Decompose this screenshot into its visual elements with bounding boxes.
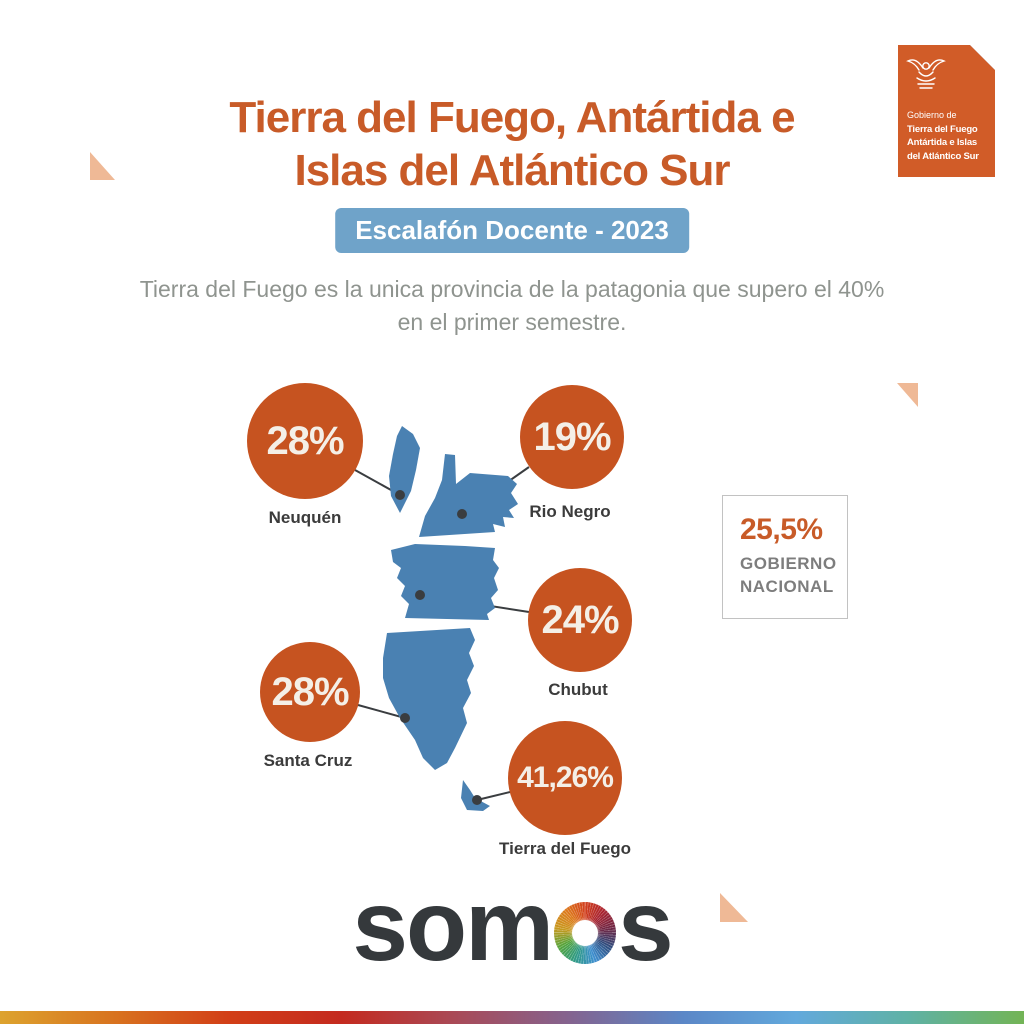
- connector-santacruz: [357, 704, 406, 719]
- decor-triangle-right: [897, 383, 918, 407]
- brand-ring-icon: [554, 902, 616, 964]
- label-chubut: Chubut: [548, 680, 608, 699]
- somos-logo: som s: [0, 876, 1024, 976]
- bubble-value-tierradelfuego: 41,26%: [517, 761, 614, 794]
- gov-logo-line-bold3: del Atlántico Sur: [907, 151, 979, 163]
- national-label-line2: NACIONAL: [740, 576, 834, 596]
- province-tierradelfuego: [461, 780, 490, 811]
- bubble-value-santacruz: 28%: [271, 669, 349, 714]
- logo-folded-corner: [970, 45, 995, 70]
- government-logo: Gobierno de Tierra del Fuego Antártida e…: [898, 45, 995, 177]
- gov-logo-line-small: Gobierno de: [907, 110, 957, 120]
- bubble-value-rionegro: 19%: [533, 414, 611, 459]
- province-santacruz: [383, 628, 475, 770]
- subtitle: Tierra del Fuego es la unica provincia d…: [0, 273, 1024, 340]
- rainbow-bar: [0, 1011, 1024, 1024]
- national-value: 25,5%: [740, 513, 823, 546]
- subtitle-line1: Tierra del Fuego es la unica provincia d…: [139, 276, 885, 302]
- bubble-rionegro: 19%: [520, 385, 624, 489]
- marker-dot-rionegro: [457, 509, 467, 519]
- province-chubut: [391, 544, 499, 620]
- marker-dot-tierradelfuego: [472, 795, 482, 805]
- edition-badge: Escalafón Docente - 2023: [335, 208, 689, 253]
- brand-text-pre: som: [352, 870, 554, 982]
- bubble-value-chubut: 24%: [541, 597, 619, 642]
- bubble-value-neuquen: 28%: [266, 418, 344, 463]
- page-title-line2: Islas del Atlántico Sur: [294, 145, 730, 195]
- province-neuquen: [389, 426, 420, 513]
- bubble-chubut: 24%: [528, 568, 632, 672]
- bubble-santacruz: 28%: [260, 642, 360, 742]
- marker-dot-neuquen: [395, 490, 405, 500]
- coat-of-arms-icon: [906, 53, 946, 97]
- connector-tierradelfuego: [476, 791, 511, 801]
- label-santacruz: Santa Cruz: [263, 751, 353, 770]
- label-tierradelfuego: Tierra del Fuego: [499, 839, 631, 858]
- bubble-tierradelfuego: 41,26%: [508, 721, 622, 835]
- label-neuquen: Neuquén: [268, 508, 342, 527]
- marker-dot-chubut: [415, 590, 425, 600]
- patagonia-map: [354, 426, 530, 811]
- page-title: Tierra del Fuego, Antártida e Islas del …: [0, 92, 1024, 198]
- national-label-line1: GOBIERNO: [740, 554, 837, 573]
- province-rionegro: [419, 454, 518, 537]
- bubble-neuquen: 28%: [247, 383, 363, 499]
- government-logo-text: Gobierno de Tierra del Fuego Antártida e…: [907, 109, 991, 164]
- gov-logo-line-bold1: Tierra del Fuego: [907, 123, 978, 135]
- label-rionegro: Rio Negro: [529, 502, 611, 521]
- marker-dot-santacruz: [400, 713, 410, 723]
- gobierno-nacional-box: 25,5% GOBIERNO NACIONAL: [722, 495, 848, 619]
- page-title-line1: Tierra del Fuego, Antártida e: [229, 93, 795, 142]
- gov-logo-line-bold2: Antártida e Islas: [907, 137, 977, 149]
- subtitle-line2: en el primer semestre.: [397, 309, 627, 336]
- brand-text-post: s: [618, 870, 674, 982]
